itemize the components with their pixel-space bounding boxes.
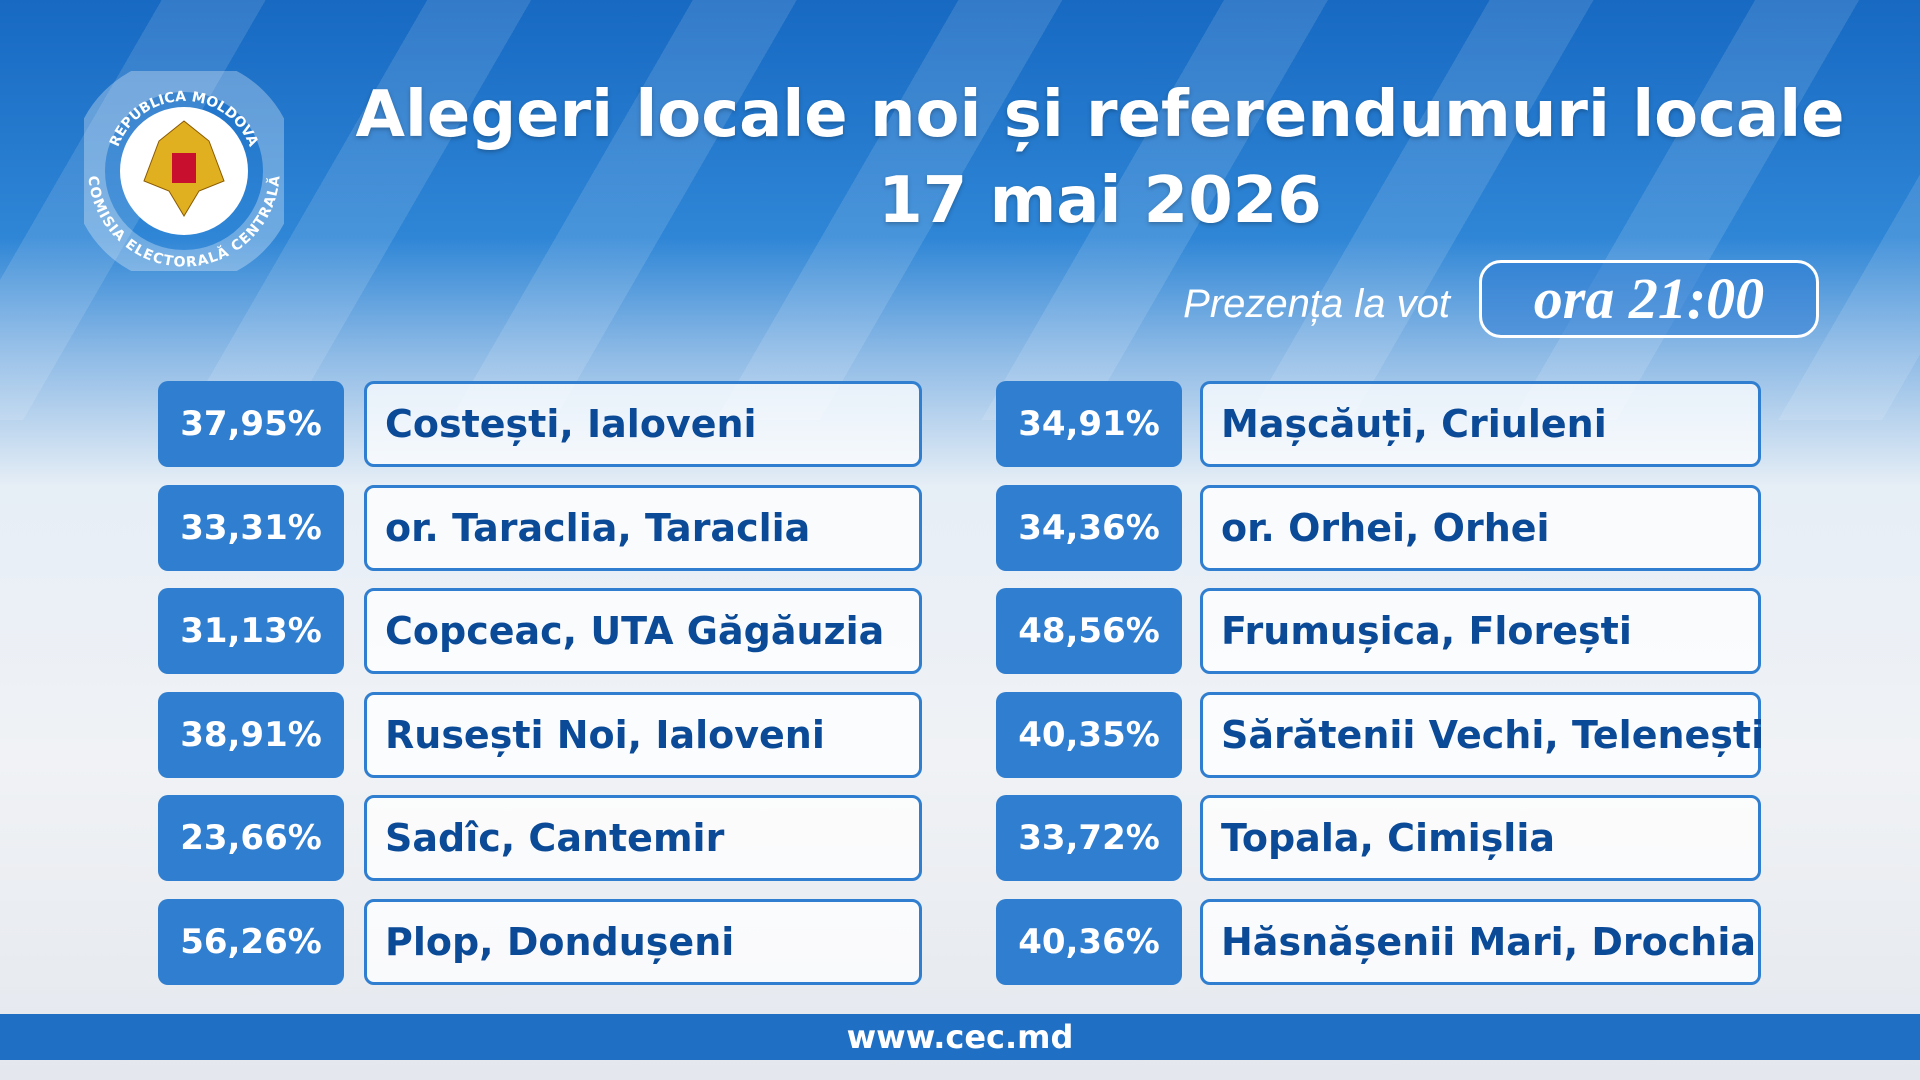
title-date: 17 mai 2026: [878, 164, 1322, 238]
place-name: or. Taraclia, Taraclia: [364, 484, 922, 571]
time-badge: ora 21:00: [1479, 260, 1819, 338]
place-name: Hăsnășenii Mari, Drochia: [1200, 898, 1761, 985]
subtitle: Prezența la vot: [1183, 282, 1450, 326]
place-name: Mașcăuți, Criuleni: [1200, 381, 1761, 467]
place-name: Topala, Cimișlia: [1200, 795, 1761, 881]
place-name: Copceac, UTA Găgăuzia: [364, 588, 922, 674]
place-name: Plop, Dondușeni: [364, 898, 922, 985]
place-name: or. Orhei, Orhei: [1200, 484, 1761, 571]
place-name: Rusești Noi, Ialoveni: [364, 691, 922, 778]
percent-badge: 48,56%: [996, 588, 1182, 674]
percent-badge: 31,13%: [158, 588, 344, 674]
logo: REPUBLICA MOLDOVA COMISIA ELECTORALĂ CEN…: [84, 71, 284, 271]
title: Alegeri locale noi și referendumuri loca…: [355, 78, 1845, 152]
percent-badge: 23,66%: [158, 795, 344, 881]
place-name: Costești, Ialoveni: [364, 381, 922, 467]
background-stripes: [0, 0, 1920, 420]
place-name: Sadîc, Cantemir: [364, 795, 922, 881]
percent-badge: 33,31%: [158, 484, 344, 571]
percent-badge: 37,95%: [158, 381, 344, 467]
percent-badge: 56,26%: [158, 898, 344, 985]
percent-badge: 38,91%: [158, 691, 344, 778]
logo-ring: [84, 71, 284, 271]
percent-badge: 40,35%: [996, 691, 1182, 778]
percent-badge: 33,72%: [996, 795, 1182, 881]
footer: www.cec.md: [0, 1014, 1920, 1060]
place-name: Frumușica, Florești: [1200, 588, 1761, 674]
percent-badge: 34,36%: [996, 484, 1182, 571]
percent-badge: 40,36%: [996, 898, 1182, 985]
place-name: Sărătenii Vechi, Telenești: [1200, 691, 1764, 778]
percent-badge: 34,91%: [996, 381, 1182, 467]
logo-shield: [172, 153, 196, 183]
